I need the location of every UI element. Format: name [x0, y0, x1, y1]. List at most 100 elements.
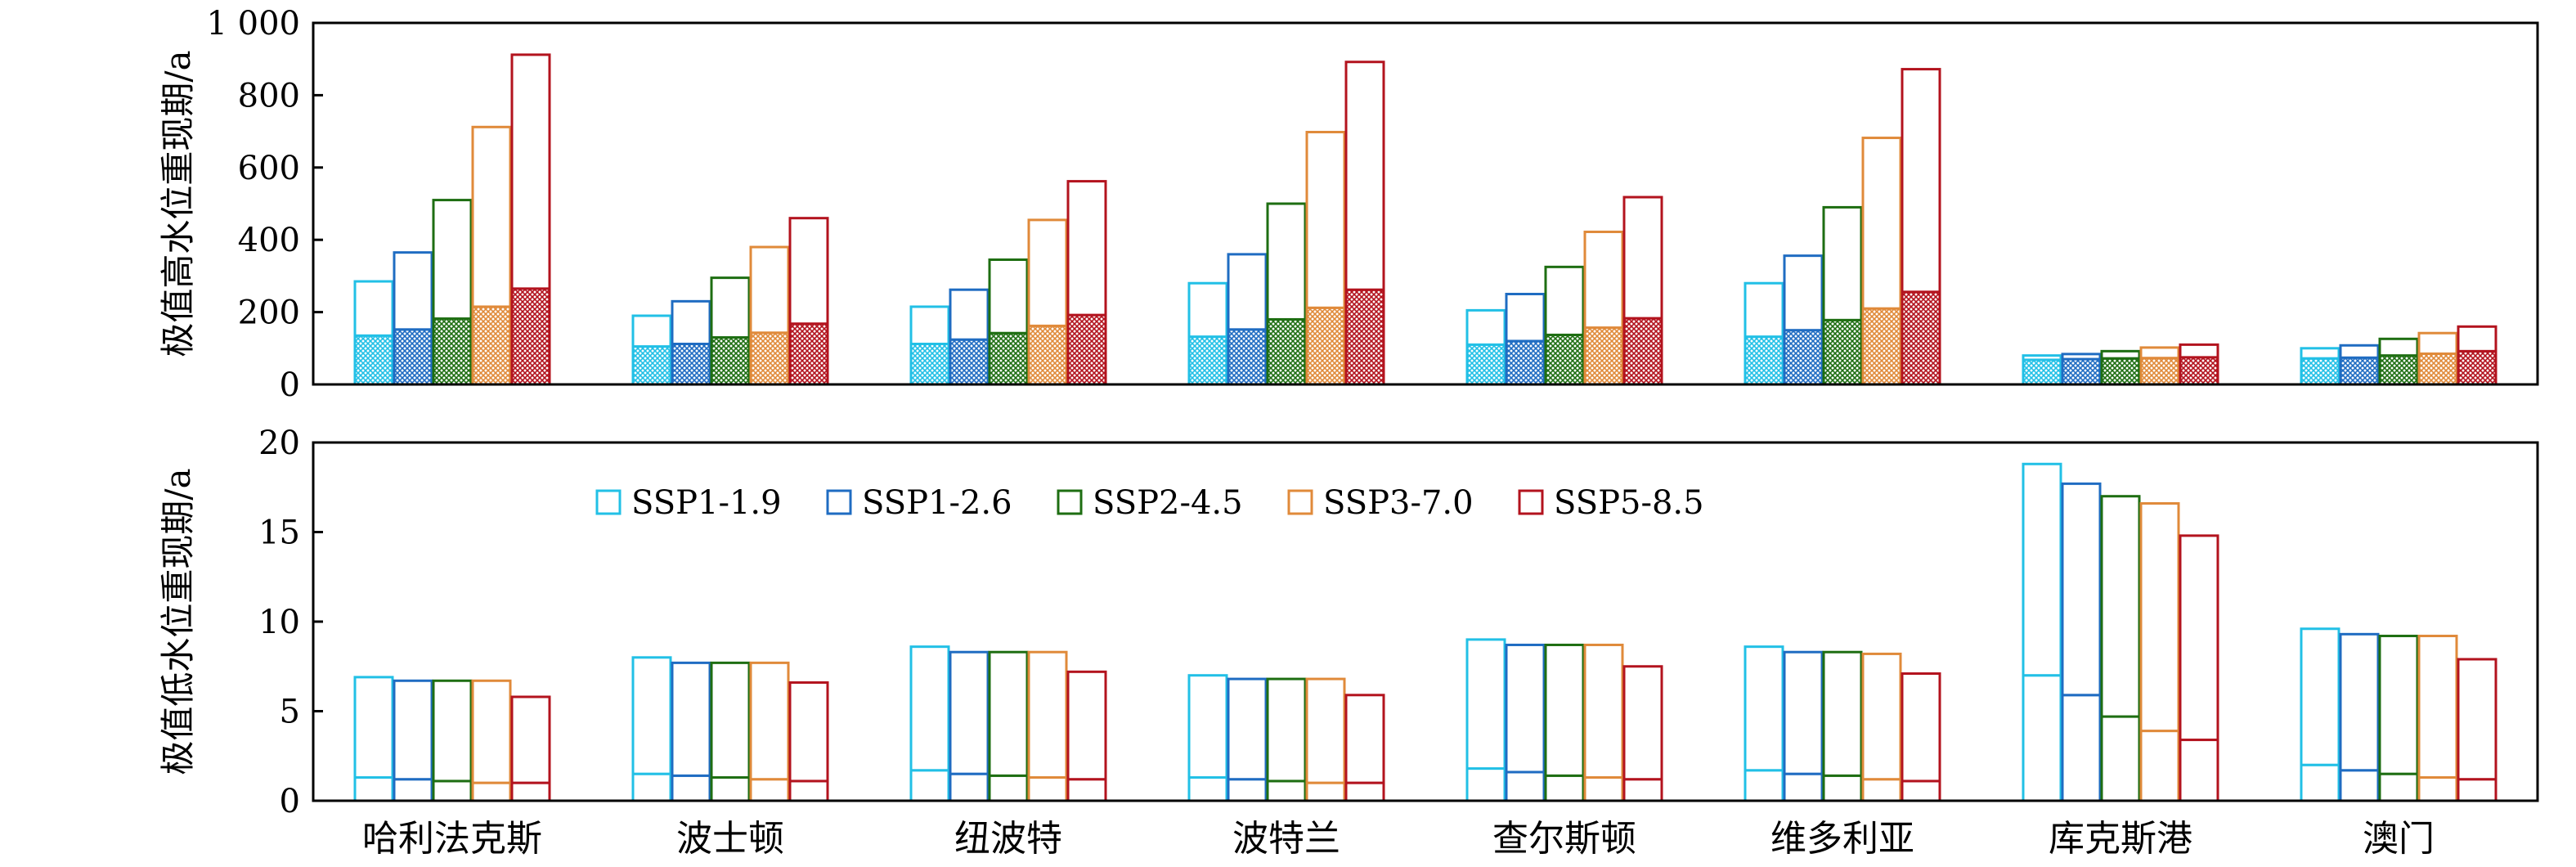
top-bar-lower-SSP1-2.6-7 [2339, 356, 2380, 386]
bottom-y-axis: 0 5 10 15 20 [258, 425, 323, 820]
top-bar-upper-SSP1-1.9-0 [353, 280, 394, 337]
top-bar-lower-SSP1-1.9-5 [1744, 335, 1784, 386]
top-bar-lower-SSP1-1.9-3 [1187, 335, 1228, 386]
bottom-bar-lower-SSP3-7.0-0 [471, 781, 512, 802]
top-bar-lower-SSP1-2.6-0 [393, 328, 433, 386]
top-bar-upper-SSP5-8.5-7 [2457, 325, 2497, 353]
bottom-bar-upper-SSP2-4.5-0 [432, 679, 473, 783]
top-bar-upper-SSP1-2.6-5 [1783, 254, 1824, 332]
top-bar-upper-SSP1-1.9-3 [1187, 281, 1228, 339]
top-bar-lower-SSP1-1.9-0 [353, 334, 394, 386]
top-bar-upper-SSP3-7.0-3 [1305, 130, 1346, 309]
bottom-bar-lower-SSP1-2.6-5 [1783, 772, 1824, 802]
top-bar-lower-SSP5-8.5-2 [1066, 313, 1107, 386]
bottom-bar-lower-SSP3-7.0-5 [1861, 778, 1902, 802]
category-label: 波特兰 [1232, 818, 1340, 860]
top-bar-upper-SSP2-4.5-3 [1266, 202, 1307, 321]
top-plot-frame [312, 21, 2539, 386]
bottom-bar-upper-SSP1-2.6-4 [1505, 643, 1546, 774]
top-bar-lower-SSP1-1.9-2 [909, 342, 950, 386]
bottom-bar-upper-SSP3-7.0-4 [1583, 643, 1624, 779]
top-bar-lower-SSP5-8.5-1 [788, 322, 829, 386]
bottom-bar-upper-SSP3-7.0-0 [471, 679, 512, 784]
top-bar-upper-SSP1-2.6-2 [949, 288, 990, 341]
bottom-bar-upper-SSP5-8.5-7 [2457, 658, 2497, 781]
top-bar-lower-SSP1-2.6-4 [1505, 339, 1546, 386]
bottom-bar-lower-SSP3-7.0-2 [1027, 776, 1068, 802]
top-bar-lower-SSP2-4.5-0 [432, 317, 473, 386]
top-bar-upper-SSP1-2.6-4 [1505, 293, 1546, 343]
top-bar-upper-SSP2-4.5-2 [988, 258, 1029, 335]
top-bar-lower-SSP2-4.5-2 [988, 331, 1029, 386]
bottom-bar-upper-SSP1-1.9-3 [1187, 674, 1228, 779]
bottom-bar-upper-SSP5-8.5-0 [510, 695, 551, 784]
bottom-bar-upper-SSP2-4.5-3 [1266, 677, 1307, 783]
bottom-bar-upper-SSP1-1.9-7 [2300, 627, 2340, 766]
bottom-bar-lower-SSP3-7.0-1 [749, 778, 790, 802]
top-bar-lower-SSP2-4.5-6 [2100, 357, 2141, 386]
top-bar-upper-SSP2-4.5-1 [710, 276, 751, 339]
bottom-bar-lower-SSP2-4.5-6 [2100, 715, 2141, 802]
top-bar-lower-SSP1-1.9-4 [1465, 343, 1506, 386]
bottom-bar-upper-SSP1-1.9-5 [1744, 645, 1784, 772]
top-bar-lower-SSP3-7.0-1 [749, 331, 790, 386]
bottom-bar-upper-SSP1-2.6-5 [1783, 650, 1824, 775]
top-bar-lower-SSP2-4.5-7 [2378, 354, 2419, 386]
category-label: 波士顿 [676, 818, 784, 860]
bottom-bar-lower-SSP5-8.5-3 [1344, 781, 1385, 802]
top-bar-upper-SSP3-7.0-5 [1861, 137, 1902, 310]
top-y-tick-label: 1 000 [206, 5, 300, 43]
top-bar-lower-SSP5-8.5-5 [1901, 290, 1941, 386]
bottom-bar-lower-SSP1-2.6-2 [949, 772, 990, 802]
top-bar-upper-SSP5-8.5-3 [1344, 61, 1385, 291]
top-bar-upper-SSP2-4.5-5 [1822, 205, 1863, 321]
category-label: 澳门 [2363, 818, 2435, 860]
bottom-bar-lower-SSP2-4.5-1 [710, 776, 751, 802]
bottom-bar-upper-SSP3-7.0-7 [2417, 635, 2458, 779]
bottom-bar-upper-SSP1-1.9-1 [631, 656, 672, 775]
top-bar-upper-SSP5-8.5-6 [2179, 343, 2219, 359]
bottom-bar-upper-SSP3-7.0-6 [2139, 501, 2180, 733]
bottom-bar-lower-SSP2-4.5-2 [988, 774, 1029, 802]
legend-swatch-SSP1-1.9 [595, 489, 622, 515]
top-y-tick-label: 800 [238, 77, 300, 115]
bottom-y-tick-label: 0 [280, 783, 300, 820]
bottom-bar-upper-SSP5-8.5-3 [1344, 694, 1385, 784]
bottom-y-tick-label: 15 [258, 514, 300, 552]
legend-label-SSP1-1.9: SSP1-1.9 [631, 484, 782, 522]
bottom-bar-lower-SSP3-7.0-4 [1583, 776, 1624, 802]
bottom-bar-lower-SSP2-4.5-0 [432, 779, 473, 802]
top-bar-upper-SSP5-8.5-4 [1622, 195, 1663, 320]
bottom-bar-lower-SSP1-2.6-0 [393, 778, 433, 802]
bottom-bars [353, 462, 2497, 802]
bottom-bar-lower-SSP1-2.6-6 [2061, 694, 2102, 802]
bottom-bar-lower-SSP1-1.9-1 [631, 772, 672, 802]
top-bar-lower-SSP5-8.5-0 [510, 287, 551, 386]
bottom-bar-upper-SSP1-2.6-3 [1227, 677, 1268, 781]
top-bar-upper-SSP1-1.9-1 [631, 314, 672, 348]
bottom-y-axis-title: 极值低水位重现期/a [158, 468, 198, 775]
top-bar-upper-SSP1-2.6-1 [671, 299, 711, 345]
top-bar-lower-SSP1-2.6-6 [2061, 357, 2102, 386]
bottom-bar-upper-SSP2-4.5-2 [988, 650, 1029, 777]
top-bar-lower-SSP5-8.5-7 [2457, 349, 2497, 386]
top-bar-lower-SSP1-2.6-5 [1783, 329, 1824, 386]
bottom-bar-upper-SSP2-4.5-6 [2100, 495, 2141, 718]
top-bar-upper-SSP5-8.5-2 [1066, 180, 1107, 317]
bottom-bar-lower-SSP5-8.5-2 [1066, 778, 1107, 802]
bottom-bar-upper-SSP2-4.5-1 [710, 661, 751, 779]
top-bar-upper-SSP5-8.5-0 [510, 53, 551, 290]
top-bar-lower-SSP2-4.5-5 [1822, 318, 1863, 386]
top-y-axis-title: 极值高水位重现期/a [158, 50, 198, 357]
category-label: 哈利法克斯 [362, 818, 542, 860]
legend-label-SSP2-4.5: SSP2-4.5 [1093, 484, 1243, 522]
legend-swatch-SSP3-7.0 [1287, 489, 1313, 515]
bottom-bar-upper-SSP3-7.0-2 [1027, 650, 1068, 779]
legend: SSP1-1.9 SSP1-2.6 SSP2-4.5 SSP3-7.0 SSP5-8.5 [595, 484, 1704, 522]
bottom-bar-upper-SSP1-1.9-2 [909, 645, 950, 772]
bottom-bar-upper-SSP5-8.5-4 [1622, 665, 1663, 781]
bottom-bar-lower-SSP1-1.9-2 [909, 769, 950, 802]
bottom-bar-upper-SSP2-4.5-5 [1822, 650, 1863, 777]
bottom-bar-lower-SSP5-8.5-1 [788, 779, 829, 802]
